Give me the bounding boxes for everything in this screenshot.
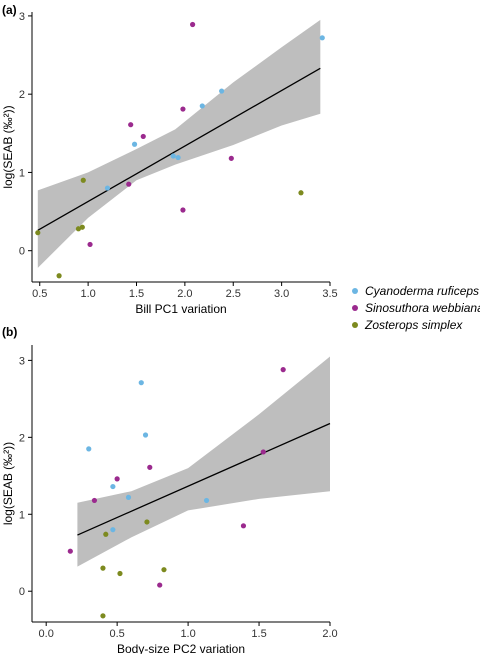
data-point	[110, 527, 116, 533]
y-tick-label: 1	[19, 167, 25, 179]
data-point	[104, 185, 111, 191]
data-point	[219, 88, 225, 94]
legend: Cyanoderma ruficeps Sinosuthora webbiana Z…	[352, 284, 480, 332]
data-point	[298, 190, 304, 196]
data-point	[114, 476, 120, 482]
data-point	[260, 449, 266, 455]
regression-line	[37, 67, 321, 231]
y-tick-label: 1	[19, 509, 25, 521]
x-tick-label: 1.5	[251, 628, 266, 640]
data-point	[56, 273, 62, 279]
regression-line	[77, 422, 331, 536]
data-point	[126, 181, 132, 187]
y-tick-label: 2	[19, 432, 25, 444]
panel-a: (a) 0.5 1.0 1.5 2.0 2.5 3.0 3.5 0 1 2 3 Bill PC1 var…	[1, 3, 338, 316]
data-point	[142, 432, 149, 438]
data-point	[67, 548, 73, 554]
data-point	[180, 207, 186, 213]
legend-label: Zosterops simplex	[364, 318, 463, 332]
legend-marker	[352, 305, 358, 311]
data-point	[100, 565, 106, 571]
data-point	[161, 567, 167, 573]
x-tick-label: 3.0	[274, 288, 289, 300]
data-point	[240, 523, 247, 529]
data-point	[199, 103, 205, 109]
data-point	[175, 154, 181, 161]
data-point	[144, 519, 150, 525]
data-point	[138, 380, 144, 386]
legend-marker	[352, 288, 358, 294]
data-point	[280, 367, 286, 373]
data-point	[79, 224, 85, 230]
data-point	[35, 230, 41, 236]
data-point	[117, 570, 123, 577]
x-tick-label: 3.5	[322, 288, 337, 300]
x-tick-label: 1.0	[180, 628, 195, 640]
data-point	[87, 241, 93, 248]
data-point	[319, 35, 325, 41]
x-tick-label: 1.5	[129, 288, 144, 300]
y-tick-label: 0	[19, 586, 25, 598]
confidence-band	[77, 356, 331, 567]
x-tick-label: 2.0	[322, 628, 337, 640]
legend-marker	[352, 322, 358, 328]
data-point	[203, 497, 210, 504]
data-point	[131, 141, 138, 147]
data-point	[228, 155, 234, 161]
x-tick-label: 0.5	[32, 288, 47, 300]
data-point	[170, 153, 176, 159]
data-point	[110, 483, 116, 490]
x-tick-label: 0.5	[109, 628, 124, 640]
x-axis-label: Body-size PC2 variation	[117, 642, 245, 654]
data-point	[128, 122, 134, 128]
data-point	[157, 582, 163, 588]
x-axis-label: Bill PC1 variation	[135, 302, 226, 316]
y-tick-label: 2	[19, 89, 25, 101]
data-point	[125, 494, 132, 500]
y-tick-label: 3	[19, 11, 25, 23]
confidence-band	[37, 19, 321, 268]
y-tick-label: 0	[19, 246, 25, 258]
data-point	[147, 464, 153, 470]
data-point	[80, 177, 86, 183]
data-point	[180, 106, 186, 112]
y-axis-label: log(SEAB (‰²))	[1, 105, 15, 188]
panel-b: (b) 0.0 0.5 1.0 1.5 2.0 0 1 2 3 Body-size PC2 vari…	[1, 325, 338, 654]
x-tick-label: 0.0	[39, 628, 54, 640]
data-point	[140, 133, 146, 140]
data-point	[100, 613, 106, 619]
data-point	[91, 497, 98, 504]
legend-label: Cyanoderma ruficeps	[365, 284, 479, 298]
panel-tag: (a)	[2, 3, 17, 17]
y-axis-label: log(SEAB (‰²))	[1, 442, 15, 525]
panel-tag: (b)	[2, 325, 17, 339]
x-tick-label: 1.0	[80, 288, 95, 300]
data-point	[86, 446, 92, 452]
data-point	[103, 531, 109, 537]
legend-label: Sinosuthora webbiana	[365, 301, 480, 315]
x-tick-label: 2.5	[226, 288, 241, 300]
x-tick-label: 2.0	[177, 288, 192, 300]
y-tick-label: 3	[19, 355, 25, 367]
data-point	[190, 21, 196, 28]
